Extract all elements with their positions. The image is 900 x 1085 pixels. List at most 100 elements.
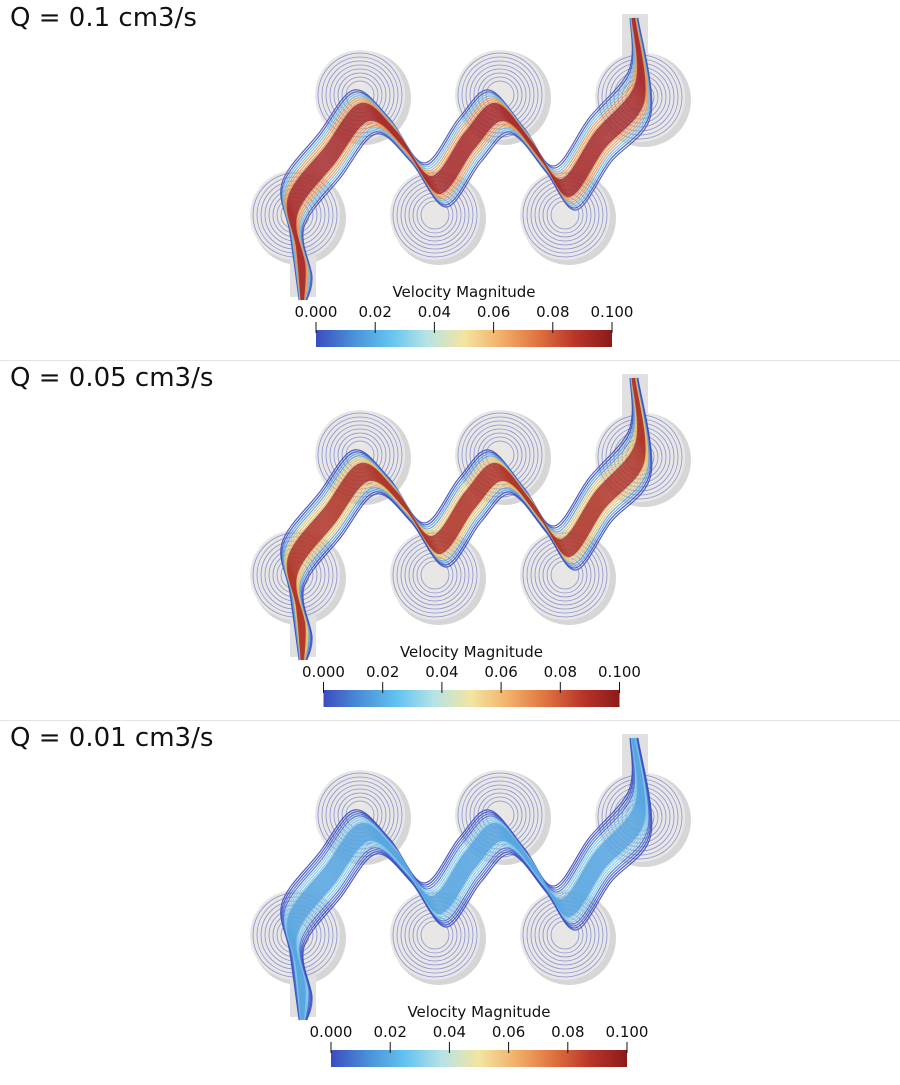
streamline: [284, 17, 637, 301]
colorbar-tick-label: 0.000: [310, 1023, 353, 1041]
streamline: [299, 377, 650, 661]
streamline-plot: [250, 374, 691, 661]
colorbar-tick-label: 0.000: [302, 663, 345, 681]
streamline: [420, 560, 450, 590]
streamline: [293, 17, 646, 301]
streamline: [457, 412, 543, 498]
streamline: [293, 737, 646, 1021]
streamline: [298, 737, 649, 1021]
streamline: [284, 377, 637, 661]
streamline: [287, 737, 641, 1021]
streamline: [293, 377, 646, 661]
colorbar-tick-label: 0.02: [366, 663, 399, 681]
colorbar-title: Velocity Magnitude: [400, 643, 543, 661]
colorbar-tick-label: 0.100: [591, 303, 634, 321]
streamline: [298, 17, 649, 301]
panel-title: Q = 0.05 cm3/s: [10, 363, 213, 393]
streamline: [280, 737, 633, 1021]
streamline: [287, 17, 641, 301]
colorbar-tick-label: 0.04: [418, 303, 451, 321]
streamline: [282, 737, 635, 1021]
panel-title: Q = 0.01 cm3/s: [10, 723, 213, 753]
colorbar-tick-label: 0.06: [477, 303, 510, 321]
streamline: [281, 737, 634, 1021]
streamline: [465, 780, 535, 850]
colorbar: [331, 1050, 627, 1067]
streamline: [457, 52, 543, 138]
streamline: [285, 377, 637, 661]
streamline: [317, 412, 403, 498]
colorbar-title: Velocity Magnitude: [392, 283, 535, 301]
streamline: [285, 737, 637, 1021]
streamline: [300, 737, 651, 1021]
colorbar-tick-label: 0.04: [425, 663, 458, 681]
streamline: [296, 377, 647, 661]
streamline: [299, 737, 650, 1021]
streamline: [291, 17, 644, 301]
streamline: [301, 377, 652, 661]
colorbar-tick-label: 0.100: [598, 663, 641, 681]
streamline: [285, 17, 637, 301]
colorbar-tick-label: 0.02: [373, 1023, 406, 1041]
streamline: [286, 17, 638, 301]
streamline: [286, 737, 638, 1021]
streamline: [290, 17, 643, 301]
streamline: [283, 737, 636, 1021]
streamline: [292, 377, 645, 661]
streamline: [286, 737, 640, 1021]
streamline-plot: [250, 734, 691, 1021]
streamline: [292, 737, 645, 1021]
streamline: [287, 377, 641, 661]
streamline: [289, 17, 642, 301]
streamline: [294, 377, 647, 661]
streamline: [297, 17, 648, 301]
streamline: [317, 52, 403, 138]
colorbar-tick-label: 0.000: [295, 303, 338, 321]
streamline: [284, 737, 637, 1021]
streamline: [300, 377, 651, 661]
streamline: [283, 17, 636, 301]
streamline: [286, 377, 638, 661]
streamline: [282, 377, 635, 661]
streamline: [296, 17, 647, 301]
panel: Q = 0.01 cm3/s Velocity Magnitude 0.000 0.0…: [10, 723, 691, 1067]
colorbar-tick-label: 0.06: [492, 1023, 525, 1041]
streamline-plot: [250, 14, 691, 301]
streamline: [281, 377, 634, 661]
streamline: [301, 17, 652, 301]
streamline: [288, 377, 641, 661]
streamline: [317, 772, 403, 858]
streamline: [290, 737, 643, 1021]
streamline: [302, 377, 653, 661]
streamline: [297, 737, 648, 1021]
colorbar-tick-label: 0.08: [551, 1023, 584, 1041]
streamline: [420, 920, 450, 950]
streamline: [288, 17, 641, 301]
colorbar-tick-label: 0.08: [536, 303, 569, 321]
colorbar-tick-label: 0.04: [433, 1023, 466, 1041]
streamline: [301, 737, 652, 1021]
colorbar-tick-label: 0.100: [606, 1023, 649, 1041]
streamline: [288, 737, 641, 1021]
panel-title: Q = 0.1 cm3/s: [10, 3, 197, 33]
colorbar-tick-label: 0.08: [544, 663, 577, 681]
streamline: [465, 420, 535, 490]
streamline: [283, 377, 636, 661]
streamline: [282, 17, 635, 301]
streamline: [297, 377, 648, 661]
streamline: [420, 200, 450, 230]
streamline: [294, 17, 647, 301]
streamline: [289, 377, 642, 661]
streamline: [280, 17, 633, 301]
streamline: [300, 17, 651, 301]
colorbar: [316, 330, 612, 347]
panel: Q = 0.1 cm3/s Velocity Magnitude 0.000 0.02…: [10, 3, 691, 347]
streamline: [299, 17, 650, 301]
streamline: [465, 60, 535, 130]
streamline: [290, 377, 643, 661]
streamline: [286, 377, 640, 661]
streamline: [298, 377, 649, 661]
streamline: [291, 377, 644, 661]
streamline: [286, 17, 640, 301]
